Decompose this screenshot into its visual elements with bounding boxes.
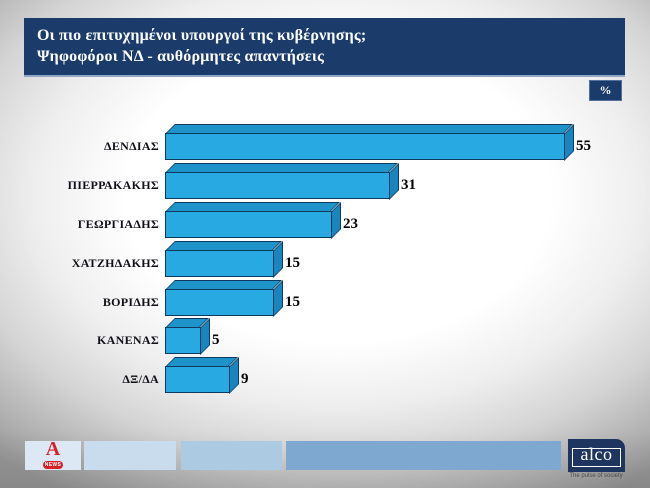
bar-top-face	[165, 201, 340, 212]
bar-top-face	[165, 279, 282, 290]
value-label: 15	[285, 254, 300, 271]
bar-wrap: 23	[165, 201, 358, 239]
value-label: 15	[285, 293, 300, 310]
footer-segment-3	[181, 441, 282, 470]
bar-wrap: 5	[165, 318, 220, 356]
bar: 9	[165, 357, 249, 395]
category-label: ΓΕΩΡΓΙΑΔΗΣ	[77, 216, 159, 231]
bar-wrap: 31	[165, 162, 416, 200]
alpha-letter-icon: A	[45, 438, 61, 460]
bar: 5	[165, 318, 220, 356]
bar-wrap: 15	[165, 279, 300, 317]
alpha-news-logo: A NEWS	[40, 438, 66, 469]
percent-unit-badge: %	[589, 80, 622, 101]
chart-row: ΒΟΡΙΔΗΣ 15	[55, 279, 615, 318]
chart-row: ΓΕΩΡΓΙΑΔΗΣ 23	[55, 201, 615, 240]
category-label: ΔΕΝΔΙΑΣ	[104, 139, 159, 153]
bar: 55	[165, 124, 591, 161]
news-badge: NEWS	[43, 461, 63, 469]
category-label: ΠΙΕΡΡΑΚΑΚΗΣ	[67, 177, 159, 192]
bar-top-face	[165, 124, 573, 134]
bar: 15	[165, 240, 300, 278]
value-label: 31	[401, 176, 416, 193]
category-label: ΒΟΡΙΔΗΣ	[102, 294, 159, 309]
title-line-2: Ψηφοφόροι ΝΔ - αυθόρμητες απαντήσεις	[37, 48, 325, 65]
chart-row: ΔΞ/ΔΑ 9	[55, 356, 615, 395]
title-bar: Οι πιο επιτυχημένοι υπουργοί της κυβέρνη…	[24, 18, 625, 77]
category-label: ΧΑΤΖΗΔΑΚΗΣ	[71, 255, 159, 270]
alco-logo: alco	[568, 439, 625, 472]
alco-logo-frame	[572, 448, 621, 467]
chart-row: ΠΙΕΡΡΑΚΑΚΗΣ 31	[55, 162, 615, 201]
alco-tagline: The pulse of society	[569, 473, 623, 479]
category-label: ΔΞ/ΔΑ	[122, 372, 159, 387]
footer-segment-1: A NEWS	[25, 438, 81, 470]
footer-segment-4	[286, 441, 561, 470]
bar-chart: ΔΕΝΔΙΑΣ 55 ΠΙΕΡΡΑΚΑΚΗΣ 31 ΓΕΩΡΓΙΑΔΗΣ 23 ΧΑΤΖΗΔ…	[55, 123, 615, 399]
bar: 31	[165, 162, 416, 200]
bar-wrap: 55	[165, 124, 591, 161]
title-line-1: Οι πιο επιτυχημένοι υπουργοί της κυβέρνη…	[37, 27, 367, 44]
bar: 15	[165, 279, 300, 317]
footer-segment-2	[84, 441, 176, 470]
bar-wrap: 9	[165, 357, 249, 395]
value-label: 23	[343, 215, 358, 232]
value-label: 5	[212, 332, 220, 349]
value-label: 55	[576, 138, 591, 154]
value-label: 9	[241, 371, 249, 388]
bar: 23	[165, 201, 358, 239]
chart-row: ΧΑΤΖΗΔΑΚΗΣ 15	[55, 240, 615, 279]
bar-top-face	[165, 357, 238, 368]
category-label: ΚΑΝΕΝΑΣ	[97, 333, 159, 348]
chart-row: ΔΕΝΔΙΑΣ 55	[55, 123, 615, 162]
bar-wrap: 15	[165, 240, 300, 278]
bar-top-face	[165, 240, 282, 251]
bar-top-face	[165, 162, 398, 173]
chart-row: ΚΑΝΕΝΑΣ 5	[55, 317, 615, 356]
alco-wordmark: alco	[580, 444, 613, 464]
